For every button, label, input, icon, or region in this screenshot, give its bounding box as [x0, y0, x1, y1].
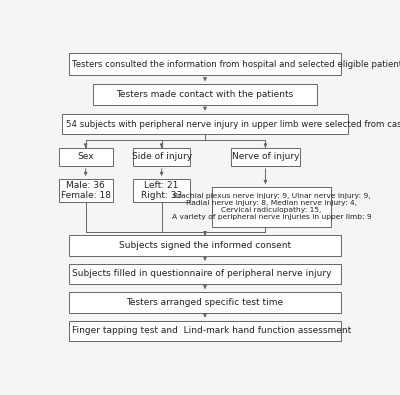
Text: Subjects signed the informed consent: Subjects signed the informed consent	[119, 241, 291, 250]
FancyBboxPatch shape	[69, 53, 341, 75]
Text: Testers made contact with the patients: Testers made contact with the patients	[116, 90, 294, 99]
FancyBboxPatch shape	[58, 148, 113, 166]
Text: 54 subjects with peripheral nerve injury in upper limb were selected from cases: 54 subjects with peripheral nerve injury…	[66, 120, 400, 128]
Text: Male: 36
Female: 18: Male: 36 Female: 18	[61, 181, 111, 200]
FancyBboxPatch shape	[133, 179, 190, 202]
Text: Side of injury: Side of injury	[132, 152, 192, 162]
Text: Subjects filled in questionnaire of peripheral nerve injury: Subjects filled in questionnaire of peri…	[72, 269, 332, 278]
FancyBboxPatch shape	[69, 235, 341, 256]
FancyBboxPatch shape	[69, 292, 341, 312]
Text: Nerve of injury: Nerve of injury	[232, 152, 299, 162]
FancyBboxPatch shape	[69, 320, 341, 341]
FancyBboxPatch shape	[62, 114, 348, 134]
FancyBboxPatch shape	[212, 187, 331, 227]
Text: Left: 21
Right: 33: Left: 21 Right: 33	[141, 181, 182, 200]
Text: Testers consulted the information from hospital and selected eligible patients: Testers consulted the information from h…	[72, 60, 400, 69]
Text: Brachial plexus nerve injury: 9, Ulnar nerve injury: 9,
Radial nerve injury: 8, : Brachial plexus nerve injury: 9, Ulnar n…	[172, 193, 372, 220]
FancyBboxPatch shape	[231, 148, 300, 166]
Text: Testers arranged specific test time: Testers arranged specific test time	[126, 298, 284, 307]
FancyBboxPatch shape	[94, 84, 317, 105]
FancyBboxPatch shape	[133, 148, 190, 166]
Text: Sex: Sex	[77, 152, 94, 162]
Text: Finger tapping test and  Lind-mark hand function assessment: Finger tapping test and Lind-mark hand f…	[72, 326, 352, 335]
FancyBboxPatch shape	[69, 263, 341, 284]
FancyBboxPatch shape	[58, 179, 113, 202]
